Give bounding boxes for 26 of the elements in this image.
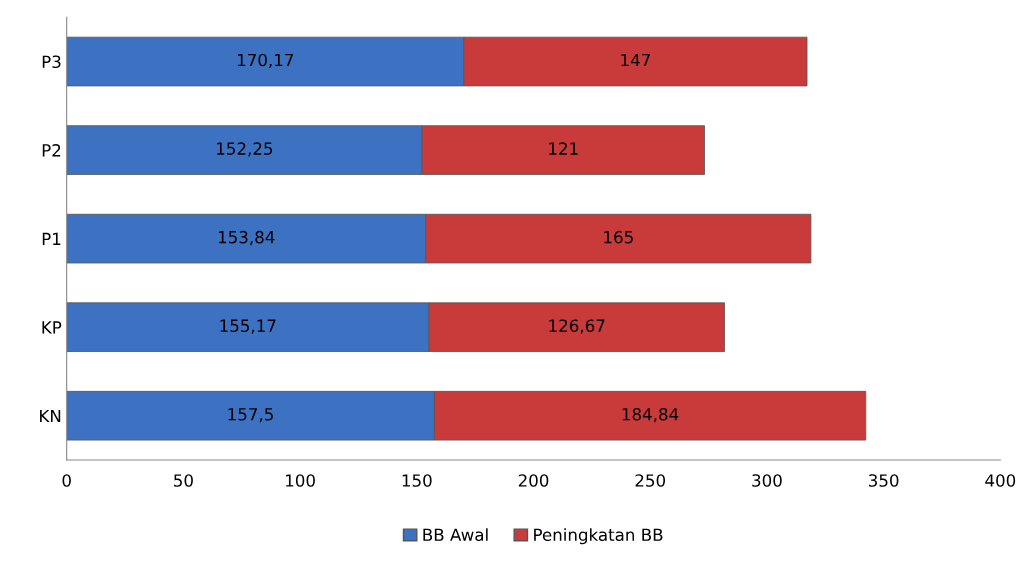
- y-tick-label: P2: [42, 144, 61, 157]
- y-tick-label: KP: [42, 321, 62, 334]
- x-tick-label: 0: [62, 474, 71, 487]
- data-label: 126,67: [549, 319, 605, 334]
- x-tick-label: 150: [402, 474, 432, 487]
- y-tick-label: KN: [40, 409, 61, 423]
- data-label: 170,17: [237, 53, 294, 69]
- x-tick-label: 100: [286, 474, 315, 487]
- legend-label: BB Awal: [423, 528, 488, 542]
- legend-label: Peningkatan BB: [534, 528, 663, 545]
- x-tick-label: 400: [985, 474, 1016, 487]
- x-tick-label: 250: [635, 474, 666, 487]
- y-tick-label: P1: [42, 232, 61, 245]
- data-label: 157,5: [228, 408, 273, 423]
- data-label: 165: [604, 230, 633, 244]
- y-tick-label: P3: [42, 55, 61, 69]
- x-tick-label: 200: [518, 474, 549, 487]
- data-label: 152,25: [217, 142, 273, 157]
- data-label: 184,84: [622, 407, 679, 423]
- x-tick-label: 300: [752, 474, 782, 487]
- data-label: 147: [621, 53, 650, 67]
- data-label: 153,84: [218, 230, 275, 246]
- x-tick-label: 50: [174, 474, 193, 487]
- x-tick-label: 350: [869, 474, 899, 487]
- data-label: 121: [549, 142, 578, 155]
- data-label: 155,17: [220, 319, 276, 334]
